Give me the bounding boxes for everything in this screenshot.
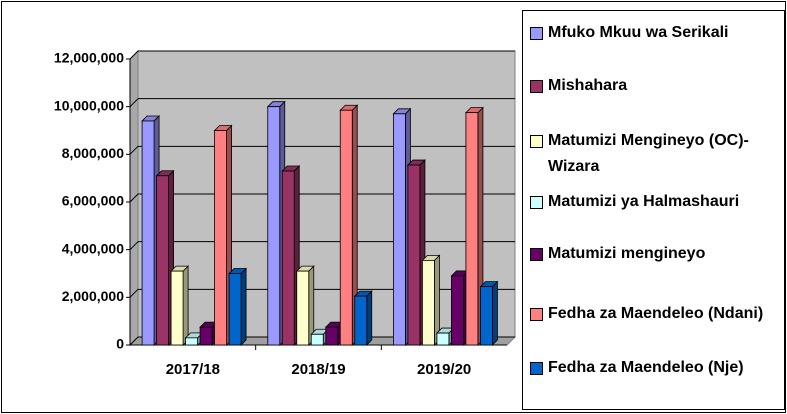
bar-side [240, 267, 247, 346]
y-tick-label: 0 [116, 336, 124, 352]
bar-side [492, 280, 498, 346]
bar [465, 112, 479, 346]
bar [407, 164, 421, 346]
legend-swatch [530, 308, 543, 321]
legend-label: Fedha za Maendeleo (Nje) [548, 359, 744, 376]
grid-line-side [129, 50, 139, 60]
legend-swatch [530, 196, 543, 209]
bar [296, 270, 310, 346]
grid-line-side [129, 288, 139, 298]
legend-label: Mfuko Mkuu wa Serikali [548, 24, 729, 41]
grid-line-side [129, 145, 139, 155]
grid-line-side [129, 336, 139, 346]
bar [170, 270, 184, 346]
grid-line-side [129, 98, 139, 108]
y-tick-label: 6,000,000 [62, 193, 124, 209]
bar [422, 259, 435, 346]
x-tick-label: 2017/18 [166, 361, 220, 378]
bar [267, 106, 281, 346]
bar [156, 175, 169, 346]
y-tick-label: 4,000,000 [62, 240, 124, 256]
legend-swatch [530, 248, 543, 261]
bar [281, 170, 295, 346]
x-tick-label: 2018/19 [291, 361, 345, 378]
legend-swatch [530, 27, 543, 40]
grid-line-side [129, 241, 139, 251]
bar [141, 120, 155, 346]
y-tick-label: 10,000,000 [54, 97, 124, 113]
bar [480, 286, 493, 346]
legend-label: Matumizi Mengineyo (OC)-Wizara [548, 132, 749, 175]
bar [185, 337, 198, 346]
legend-box [522, 10, 785, 410]
bar [451, 275, 464, 346]
grid-line-side [129, 193, 139, 203]
y-tick-label: 12,000,000 [54, 50, 124, 66]
bar-side [366, 290, 373, 346]
bar [325, 326, 339, 346]
bar [393, 113, 406, 346]
bar [310, 333, 324, 346]
bar [339, 109, 353, 346]
legend-label: Mishahara [548, 77, 628, 94]
y-tick-label: 2,000,000 [62, 288, 124, 304]
bar [199, 326, 213, 346]
legend-swatch [530, 80, 543, 93]
legend-swatch [530, 362, 543, 375]
legend-label: Matumizi ya Halmashauri [548, 193, 740, 210]
legend-label: Fedha za Maendeleo (Ndani) [548, 305, 764, 322]
bar [214, 130, 227, 346]
bar [228, 273, 242, 346]
y-tick-label: 8,000,000 [62, 145, 124, 161]
bar-side [182, 265, 189, 346]
bar [436, 332, 450, 346]
legend-swatch [530, 135, 543, 148]
legend-label: Matumizi mengineyo [548, 245, 706, 262]
bar [354, 295, 368, 346]
x-tick-label: 2019/20 [417, 361, 471, 378]
